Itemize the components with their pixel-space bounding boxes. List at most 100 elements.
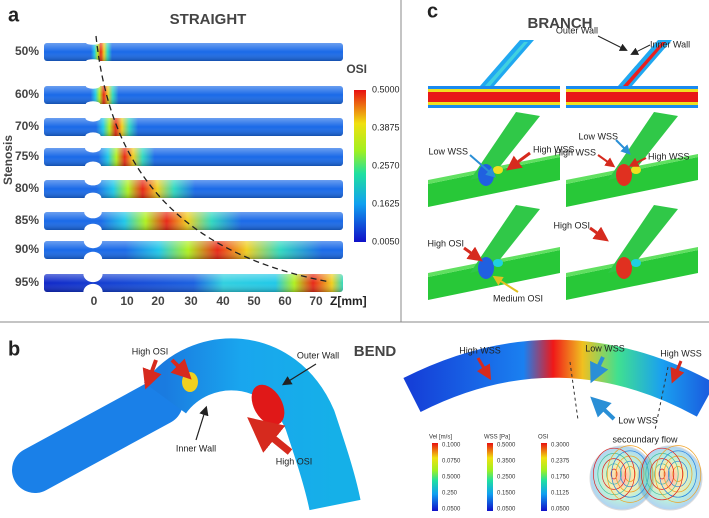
colorbar-tick: 0.0750: [442, 459, 461, 465]
vessel-shade: [44, 43, 343, 61]
annotation: Outer Wall: [297, 350, 339, 360]
branch-vessel: [470, 205, 540, 273]
annotation: High WSS: [459, 345, 501, 355]
arrow: [615, 139, 631, 155]
hotspot: [478, 257, 494, 279]
colorbar-tick: 0.1125: [551, 491, 570, 497]
vessel-shade: [44, 274, 343, 292]
colorbar: [541, 443, 547, 511]
streamline: [672, 466, 684, 482]
arrow: [476, 357, 492, 381]
arrow: [589, 226, 609, 242]
x-tick-label: 60: [278, 294, 292, 308]
colorbar-tick: 0.1000: [442, 443, 461, 449]
stenosis-label: 95%: [15, 275, 39, 289]
stenosis-label: 80%: [15, 181, 39, 195]
annotation: Low WSS: [578, 131, 618, 141]
flow-edge: [566, 102, 698, 105]
legend-title: OSI: [538, 435, 549, 441]
stenosis: [83, 233, 103, 249]
branch-model: [566, 112, 698, 207]
section-line: [654, 366, 669, 431]
vessel-shade: [44, 86, 343, 104]
colorbar-tick: 0.0500: [497, 507, 516, 513]
colorbar-tick: 0.2375: [551, 459, 570, 465]
legend-title: Vel [m/s]: [429, 435, 452, 441]
hotspot: [631, 166, 641, 174]
arrow: [630, 44, 651, 55]
annotation: Inner Wall: [176, 443, 216, 453]
annotation: Low WSS: [585, 343, 625, 353]
colorbar: [432, 443, 438, 511]
hotspot: [251, 384, 285, 426]
stenosis: [83, 265, 103, 283]
arrow: [590, 356, 609, 384]
annotation: High OSI: [427, 238, 464, 248]
stenosis: [85, 83, 101, 89]
stenosis: [85, 114, 101, 122]
streamline: [663, 455, 693, 493]
bend-vessel: [144, 338, 361, 511]
stenosis: [85, 101, 101, 107]
colorbar-tick: 0.1500: [497, 491, 516, 497]
branch-model: [566, 40, 698, 108]
branch-model: [566, 205, 698, 300]
panel-title: BEND: [354, 343, 397, 360]
streamline: [654, 445, 702, 503]
x-tick-label: 20: [151, 294, 165, 308]
caption: secoundary flow: [612, 434, 678, 444]
arrow: [463, 246, 483, 262]
colorbar-tick: 0.5000: [372, 84, 400, 94]
streamline: [624, 466, 636, 482]
annotation: High WSS: [554, 147, 596, 157]
colorbar: [487, 443, 493, 511]
stenosis-label: 60%: [15, 87, 39, 101]
arrow: [590, 396, 616, 421]
colorbar-tick: 0.1750: [551, 475, 570, 481]
annotation: High OSI: [132, 346, 169, 356]
colorbar-tick: 0.5000: [497, 443, 516, 449]
streamline: [658, 468, 666, 480]
panel-label: b: [8, 338, 20, 360]
arrow: [281, 363, 317, 386]
colorbar-tick: 0.0500: [551, 507, 570, 513]
trend-curve: [95, 35, 331, 283]
colorbar-tick: 0.2500: [497, 475, 516, 481]
bend-vessel-right: [403, 339, 709, 417]
annotation: Outer Wall: [556, 25, 598, 35]
colorbar-tick: 0.0050: [372, 236, 400, 246]
stenosis-label: 70%: [15, 119, 39, 133]
arrow: [492, 275, 519, 293]
branch-core: [485, 42, 528, 86]
annotation: High WSS: [533, 144, 575, 154]
flow-edge: [428, 89, 560, 92]
streamline: [610, 468, 618, 480]
colorbar: [354, 90, 366, 242]
arrow: [506, 151, 531, 171]
vessel-shade: [44, 148, 343, 166]
streamline: [659, 450, 697, 498]
flow-edge: [566, 89, 698, 92]
annotation: Low WSS: [428, 146, 468, 156]
colorbar-title: OSI: [346, 62, 367, 76]
arrow: [195, 405, 209, 441]
streamline: [668, 460, 688, 488]
panel-label: a: [8, 4, 20, 26]
streamline: [606, 463, 622, 485]
colorbar-tick: 0.5000: [442, 475, 461, 481]
streamline: [601, 458, 627, 490]
annotation: Inner Wall: [650, 39, 690, 49]
arrow: [142, 359, 162, 390]
annotation: High WSS: [660, 348, 702, 358]
stenosis: [85, 132, 101, 140]
arrow: [597, 154, 616, 168]
stenosis: [83, 283, 103, 301]
hotspot: [493, 166, 503, 174]
panel-label: c: [427, 0, 438, 22]
colorbar-tick: 0.3500: [497, 459, 516, 465]
stenosis: [83, 251, 103, 267]
main-vessel: [428, 250, 560, 300]
main-vessel: [566, 157, 698, 207]
streamline: [593, 447, 635, 501]
